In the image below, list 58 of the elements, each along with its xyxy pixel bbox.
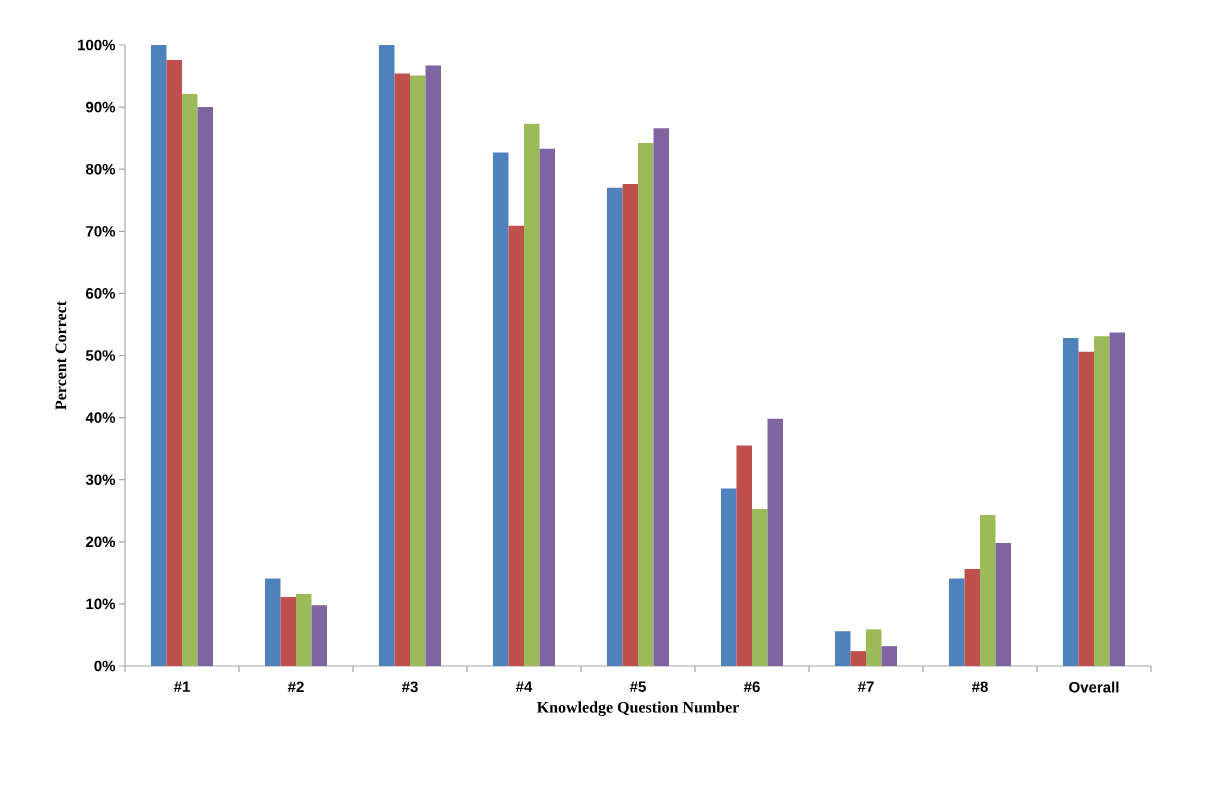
bar bbox=[311, 605, 328, 666]
bar bbox=[182, 94, 198, 666]
bar bbox=[1094, 336, 1110, 666]
bar bbox=[280, 597, 296, 666]
bar bbox=[166, 59, 182, 666]
x-tick-label: Overall bbox=[1069, 681, 1119, 693]
bar bbox=[1078, 351, 1094, 666]
y-tick-label: 0% bbox=[94, 660, 116, 672]
bar bbox=[752, 508, 768, 666]
y-axis-title: Percent Correct bbox=[55, 300, 67, 410]
bar bbox=[767, 418, 784, 666]
x-tick-label: #2 bbox=[287, 681, 304, 692]
x-tick-label: #3 bbox=[401, 681, 418, 693]
x-tick-label: #7 bbox=[857, 681, 874, 692]
bar bbox=[197, 107, 214, 666]
bar bbox=[964, 569, 980, 666]
bar bbox=[296, 593, 312, 666]
bar bbox=[524, 123, 540, 666]
y-tick-label: 90% bbox=[85, 101, 116, 113]
x-tick-label: #4 bbox=[515, 681, 533, 692]
bar bbox=[410, 75, 426, 666]
bar bbox=[1109, 332, 1126, 666]
x-tick-label: #5 bbox=[629, 681, 646, 692]
y-tick-label: 50% bbox=[85, 350, 116, 361]
x-axis-title: Knowledge Question Number bbox=[536, 701, 739, 717]
bar bbox=[736, 445, 752, 666]
bar bbox=[394, 73, 410, 666]
bar bbox=[425, 65, 442, 666]
bar bbox=[720, 488, 737, 666]
y-tick-label: 100% bbox=[78, 39, 116, 51]
y-tick-label: 80% bbox=[85, 163, 116, 175]
bar bbox=[948, 578, 965, 666]
y-tick-label: 10% bbox=[86, 598, 116, 610]
bar bbox=[881, 646, 898, 666]
y-tick-label: 20% bbox=[85, 536, 116, 548]
bar bbox=[539, 148, 556, 666]
bar bbox=[606, 187, 623, 666]
y-tick-label: 30% bbox=[85, 474, 116, 486]
x-tick-label: #8 bbox=[971, 681, 988, 693]
bar bbox=[508, 225, 524, 666]
bar bbox=[264, 578, 281, 666]
y-tick-label: 70% bbox=[86, 225, 116, 237]
y-tick-label: 40% bbox=[85, 412, 116, 423]
y-tick-label: 60% bbox=[86, 288, 116, 299]
bar bbox=[653, 128, 670, 666]
bar bbox=[1062, 338, 1079, 666]
bar bbox=[150, 44, 167, 666]
bar bbox=[866, 629, 882, 666]
x-tick-label: #1 bbox=[173, 681, 190, 692]
x-tick-label: #6 bbox=[743, 681, 760, 693]
bar bbox=[492, 152, 509, 666]
bar bbox=[980, 515, 996, 666]
bar bbox=[995, 543, 1012, 666]
bar bbox=[622, 184, 638, 666]
bar bbox=[378, 44, 395, 666]
bar bbox=[850, 651, 866, 666]
bar bbox=[638, 143, 654, 666]
bar bbox=[834, 631, 851, 666]
